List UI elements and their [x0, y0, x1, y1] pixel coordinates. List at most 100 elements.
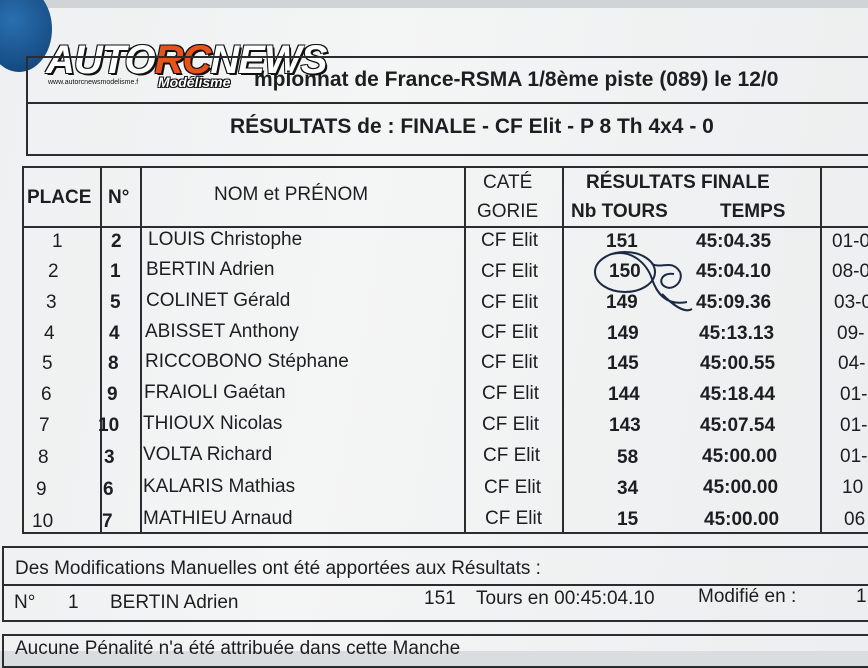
- col-divider: [140, 166, 142, 532]
- table-header-divider: [22, 226, 868, 228]
- cell-laps: 151: [606, 231, 638, 252]
- cell-number: 7: [102, 511, 113, 532]
- cell-category: CF Elit: [482, 414, 539, 435]
- top-strip: [0, 0, 868, 8]
- cell-category: CF Elit: [481, 292, 538, 313]
- cell-place: 3: [46, 292, 57, 313]
- cell-extra: 01-: [840, 384, 868, 405]
- cell-place: 1: [52, 231, 63, 252]
- cell-extra: 01-: [840, 446, 868, 467]
- cell-place: 8: [38, 447, 49, 468]
- cell-laps: 145: [607, 353, 639, 374]
- cell-time: 45:00.55: [700, 353, 776, 374]
- cell-name: ABISSET Anthony: [145, 321, 299, 342]
- cell-number: 4: [109, 323, 120, 344]
- cell-place: 6: [41, 384, 52, 405]
- cell-category: CF Elit: [481, 322, 538, 343]
- cell-place: 9: [36, 479, 47, 500]
- cell-extra: 09-: [837, 323, 865, 344]
- modifications-heading: Des Modifications Manuelles ont été appo…: [15, 558, 541, 579]
- logo-sub: Modélisme: [158, 74, 231, 90]
- autorcnews-logo: AUTORCNEWS www.autorcnewsmodelisme.f Mod…: [46, 34, 327, 92]
- header-box: [26, 56, 868, 156]
- cell-number: 2: [111, 231, 122, 252]
- col-divider: [820, 166, 822, 532]
- modification-name: BERTIN Adrien: [110, 592, 239, 613]
- cell-time: 45:04.10: [696, 261, 772, 282]
- cell-laps: 149: [607, 323, 639, 344]
- cell-time: 45:00.00: [704, 509, 780, 530]
- cell-number: 3: [104, 447, 115, 468]
- header-place: PLACE: [27, 187, 92, 208]
- cell-laps: 15: [617, 509, 639, 530]
- header-time: TEMPS: [720, 201, 786, 222]
- cell-number: 10: [98, 415, 120, 436]
- col-divider: [100, 166, 102, 532]
- cell-time: 45:00.00: [702, 446, 778, 467]
- header-laps: Nb TOURS: [571, 201, 668, 222]
- cell-number: 1: [110, 261, 121, 282]
- col-divider: [464, 166, 466, 532]
- cell-name: VOLTA Richard: [143, 444, 273, 465]
- modifications-divider: [2, 584, 868, 586]
- cell-category: CF Elit: [481, 352, 538, 373]
- modification-laps: 151: [424, 588, 456, 609]
- cell-category: CF Elit: [484, 477, 541, 498]
- header-number: N°: [108, 187, 130, 208]
- results-table: [22, 166, 868, 534]
- cell-extra: 03-0: [834, 292, 868, 313]
- cell-extra: 06: [844, 509, 866, 530]
- logo-brand: AUTORCNEWS: [46, 38, 327, 82]
- cell-number: 8: [108, 353, 119, 374]
- cell-place: 2: [48, 261, 59, 282]
- cell-place: 4: [44, 323, 55, 344]
- cell-name: LOUIS Christophe: [148, 229, 303, 250]
- cell-laps: 144: [608, 384, 640, 405]
- modification-num: 1: [68, 592, 79, 613]
- cell-time: 45:13.13: [699, 323, 775, 344]
- event-title: mpionnat de France-RSMA 1/8ème piste (08…: [254, 68, 779, 91]
- modification-detail: Tours en 00:45:04.10: [476, 588, 655, 609]
- cell-time: 45:07.54: [700, 415, 776, 436]
- header-category-1: CATÉ: [483, 172, 533, 193]
- cell-name: RICCOBONO Stéphane: [145, 351, 349, 372]
- cell-extra: 10: [842, 477, 864, 498]
- cell-name: COLINET Gérald: [146, 290, 291, 311]
- cell-name: BERTIN Adrien: [146, 259, 275, 280]
- cell-number: 6: [103, 479, 114, 500]
- cell-category: CF Elit: [483, 445, 540, 466]
- cell-name: KALARIS Mathias: [143, 476, 296, 497]
- results-line: RÉSULTATS de : FINALE - CF Elit - P 8 Th…: [230, 115, 714, 138]
- cell-place: 7: [39, 415, 50, 436]
- cell-extra: 08-0: [832, 261, 868, 282]
- header-category-2: GORIE: [477, 201, 539, 222]
- cell-time: 45:04.35: [696, 231, 772, 252]
- footer-partial-text: Aucune Pénalité n'a été attribuée dans c…: [15, 638, 461, 659]
- cell-place: 5: [42, 353, 53, 374]
- modification-modified-value: 1: [856, 586, 867, 607]
- cell-time: 45:18.44: [700, 384, 776, 405]
- header-results: RÉSULTATS FINALE: [586, 172, 770, 193]
- cell-extra: 04-: [838, 353, 866, 374]
- cell-laps: 58: [617, 447, 639, 468]
- cell-time: 45:00.00: [703, 477, 779, 498]
- cell-name: MATHIEU Arnaud: [143, 508, 293, 529]
- logo-url: www.autorcnewsmodelisme.f: [48, 79, 139, 86]
- cell-number: 5: [110, 292, 121, 313]
- cell-name: THIOUX Nicolas: [143, 413, 283, 434]
- cell-category: CF Elit: [481, 230, 538, 251]
- cell-category: CF Elit: [485, 508, 542, 529]
- cell-laps: 150: [609, 261, 641, 282]
- cell-place: 10: [32, 511, 54, 532]
- cell-extra: 01-0: [832, 231, 868, 252]
- modification-modified-label: Modifié en :: [698, 586, 797, 607]
- cell-laps: 34: [617, 478, 639, 499]
- header-name: NOM et PRÉNOM: [214, 184, 369, 205]
- col-divider: [562, 166, 564, 532]
- cell-laps: 149: [606, 292, 638, 313]
- cell-laps: 143: [609, 415, 641, 436]
- modification-num-label: N°: [14, 592, 36, 613]
- header-divider: [26, 102, 868, 104]
- handwritten-signature: [594, 251, 693, 312]
